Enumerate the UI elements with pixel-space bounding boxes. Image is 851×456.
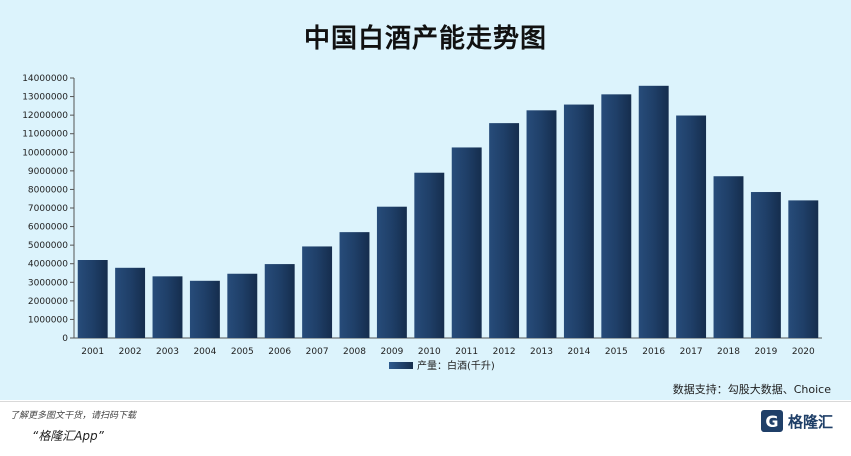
bar-2020 (788, 200, 819, 338)
x-tick-label: 2016 (642, 347, 665, 357)
y-tick-label: 0 (62, 334, 68, 344)
y-tick-label: 9000000 (28, 167, 68, 177)
y-tick-label: 2000000 (28, 297, 68, 307)
y-tick-label: 3000000 (28, 278, 68, 288)
y-tick-label: 8000000 (28, 185, 68, 195)
bar-2018 (713, 176, 744, 338)
bar-2009 (376, 206, 407, 338)
legend-label: 产量：白酒(千升) (417, 359, 495, 372)
bar-chart: 2001 2002 2003 2004 2005 2006 2007 2008 2009 2010… (22, 74, 822, 372)
logo-text: 格隆汇 (787, 412, 833, 431)
y-tick-label: 7000000 (28, 204, 68, 214)
x-tick-label: 2020 (792, 347, 815, 357)
y-tick-label: 1000000 (28, 315, 68, 325)
x-tick-label: 2004 (193, 347, 216, 357)
bar-2019 (750, 192, 781, 338)
chart-card: 中国白酒产能走势图 2001 2002 2003 2004 2005 2006 2007 20… (0, 0, 851, 400)
bar-2003 (152, 276, 183, 338)
x-tick-label: 2013 (530, 347, 553, 357)
bar-2012 (489, 123, 520, 338)
x-tick-label: 2012 (493, 347, 516, 357)
bar-2010 (414, 172, 445, 338)
y-tick-label: 4000000 (28, 260, 68, 270)
bar-2005 (227, 273, 258, 338)
x-tick-label: 2010 (418, 347, 441, 357)
x-tick-label: 2009 (380, 347, 403, 357)
bar-2008 (339, 232, 370, 338)
x-tick-label: 2014 (567, 347, 590, 357)
bar-2011 (451, 147, 482, 338)
x-tick-label: 2011 (455, 347, 478, 357)
footer-app-name: “格隆汇App” (32, 429, 104, 443)
bar-2013 (526, 110, 557, 338)
y-tick-label: 10000000 (22, 148, 68, 158)
brand-logo: G 格隆汇 (760, 410, 833, 432)
bar-2007 (302, 246, 333, 338)
bar-2015 (601, 94, 632, 338)
bar-2001 (77, 260, 108, 338)
bar-2004 (189, 280, 220, 338)
bar-2016 (638, 85, 669, 338)
y-tick-label: 5000000 (28, 241, 68, 251)
divider (0, 401, 851, 402)
bar-2017 (676, 115, 707, 338)
x-tick-label: 2001 (81, 347, 104, 357)
x-tick-label: 2015 (605, 347, 628, 357)
x-tick-label: 2019 (754, 347, 777, 357)
x-tick-label: 2002 (119, 347, 142, 357)
y-tick-label: 6000000 (28, 223, 68, 233)
data-source: 数据支持：勾股大数据、Choice (672, 383, 831, 396)
legend-swatch (389, 362, 413, 369)
y-tick-label: 11000000 (22, 130, 68, 140)
x-tick-label: 2003 (156, 347, 179, 357)
x-tick-label: 2008 (343, 347, 366, 357)
logo-icon: G (760, 410, 783, 432)
y-tick-label: 13000000 (22, 93, 68, 103)
bar-2014 (563, 104, 594, 338)
bar-2002 (115, 267, 146, 338)
x-tick-label: 2018 (717, 347, 740, 357)
x-tick-label: 2017 (680, 347, 703, 357)
bar-2006 (264, 264, 295, 338)
x-tick-label: 2005 (231, 347, 254, 357)
y-tick-label: 14000000 (22, 74, 68, 84)
x-tick-label: 2007 (306, 347, 329, 357)
chart-title: 中国白酒产能走势图 (303, 24, 547, 54)
footer-note: 了解更多图文干货，请扫码下载 (10, 411, 137, 421)
x-tick-label: 2006 (268, 347, 291, 357)
y-tick-label: 12000000 (22, 111, 68, 121)
